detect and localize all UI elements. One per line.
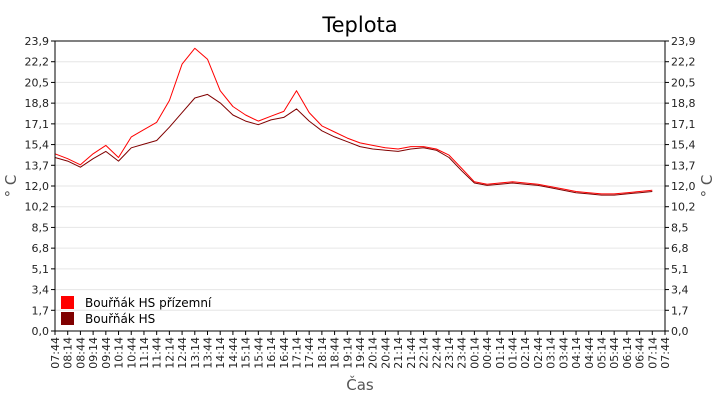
y-axis-label-left: ° C bbox=[2, 175, 20, 198]
x-tick-label: 23:44 bbox=[456, 337, 469, 369]
y-tick-label: 17,1 bbox=[25, 118, 50, 131]
chart-title: Teplota bbox=[321, 13, 397, 37]
x-tick-label: 18:44 bbox=[329, 337, 342, 369]
series-line-2 bbox=[54, 93, 653, 196]
x-tick-label: 05:44 bbox=[608, 337, 621, 369]
x-tick-label: 20:44 bbox=[379, 337, 392, 369]
x-tick-label: 02:44 bbox=[532, 337, 545, 369]
x-tick-label: 12:44 bbox=[176, 337, 189, 369]
x-tick-label: 22:14 bbox=[418, 337, 431, 369]
x-tick-label: 10:44 bbox=[125, 337, 138, 369]
y-tick-label: 6,8 bbox=[32, 242, 50, 255]
x-tick-label: 17:14 bbox=[290, 337, 303, 369]
x-tick-label: 23:14 bbox=[443, 337, 456, 369]
x-tick-label: 16:14 bbox=[265, 337, 278, 369]
x-tick-label: 03:44 bbox=[557, 337, 570, 369]
y-tick-label: 0,0 bbox=[32, 325, 50, 338]
x-tick-label: 21:14 bbox=[392, 337, 405, 369]
x-axis: 07:44 08:14 08:44 09:14 09:44 10:14 10:44 11:14… bbox=[49, 331, 672, 369]
y-tick-label: 8,5 bbox=[32, 221, 50, 234]
y-tick-label: 13,7 bbox=[25, 159, 50, 172]
legend-swatch bbox=[61, 296, 74, 309]
x-tick-label: 00:44 bbox=[481, 337, 494, 369]
x-tick-label: 11:44 bbox=[151, 337, 164, 369]
y-tick-label: 5,1 bbox=[32, 263, 50, 276]
x-tick-label: 19:14 bbox=[341, 337, 354, 369]
x-tick-label: 13:14 bbox=[189, 337, 202, 369]
y-tick-label: 22,2 bbox=[25, 56, 50, 69]
x-tick-label: 15:14 bbox=[240, 337, 253, 369]
legend: Bouřňák HS přízemní Bouřňák HS bbox=[61, 296, 212, 326]
x-tick-label: 12:14 bbox=[163, 337, 176, 369]
x-tick-label: 07:44 bbox=[49, 337, 62, 369]
x-tick-label: 04:44 bbox=[583, 337, 596, 369]
x-tick-label: 07:14 bbox=[646, 337, 659, 369]
x-tick-label: 01:44 bbox=[507, 337, 520, 369]
y-tick-label: 23,9 bbox=[25, 35, 50, 48]
y-tick-label: 20,5 bbox=[25, 76, 50, 89]
y-tick-label: 6,8 bbox=[671, 242, 689, 255]
x-tick-label: 17:44 bbox=[303, 337, 316, 369]
x-tick-label: 14:14 bbox=[214, 337, 227, 369]
x-tick-label: 05:14 bbox=[595, 337, 608, 369]
y-tick-label: 3,4 bbox=[32, 284, 50, 297]
x-tick-label: 15:44 bbox=[252, 337, 265, 369]
y-axis-left: 0,0 1,7 3,4 5,1 6,8 8,5 10,2 12,0 13,7 15,4 17,1 18… bbox=[25, 35, 55, 338]
x-tick-label: 07:44 bbox=[659, 337, 672, 369]
y-tick-label: 5,1 bbox=[671, 263, 689, 276]
y-tick-label: 1,7 bbox=[671, 304, 689, 317]
y-tick-label: 17,1 bbox=[671, 118, 696, 131]
series-line-1 bbox=[54, 47, 653, 195]
x-tick-label: 06:14 bbox=[621, 337, 634, 369]
series-lines bbox=[54, 47, 653, 196]
legend-label: Bouřňák HS přízemní bbox=[85, 296, 212, 310]
y-tick-label: 22,2 bbox=[671, 56, 696, 69]
x-tick-label: 21:44 bbox=[405, 337, 418, 369]
x-tick-label: 14:44 bbox=[227, 337, 240, 369]
x-tick-label: 16:44 bbox=[278, 337, 291, 369]
y-tick-label: 13,7 bbox=[671, 159, 696, 172]
y-tick-label: 3,4 bbox=[671, 284, 689, 297]
x-axis-label: Čas bbox=[346, 375, 374, 394]
y-tick-label: 1,7 bbox=[32, 304, 50, 317]
x-tick-label: 19:44 bbox=[354, 337, 367, 369]
y-tick-label: 0,0 bbox=[671, 325, 689, 338]
x-tick-label: 10:14 bbox=[113, 337, 126, 369]
y-tick-label: 15,4 bbox=[25, 139, 50, 152]
x-tick-label: 00:14 bbox=[468, 337, 481, 369]
x-tick-label: 03:14 bbox=[545, 337, 558, 369]
x-tick-label: 20:14 bbox=[367, 337, 380, 369]
x-tick-label: 18:14 bbox=[316, 337, 329, 369]
y-tick-label: 12,0 bbox=[671, 180, 696, 193]
x-tick-label: 02:14 bbox=[519, 337, 532, 369]
y-tick-label: 18,8 bbox=[671, 97, 696, 110]
y-axis-right: 0,0 1,7 3,4 5,1 6,8 8,5 10,2 12,0 13,7 15,4 17,1 18… bbox=[665, 35, 696, 338]
x-tick-label: 06:44 bbox=[634, 337, 647, 369]
x-tick-label: 09:14 bbox=[87, 337, 100, 369]
y-tick-label: 10,2 bbox=[25, 201, 50, 214]
x-tick-label: 13:44 bbox=[202, 337, 215, 369]
x-tick-label: 11:14 bbox=[138, 337, 151, 369]
x-tick-label: 22:44 bbox=[430, 337, 443, 369]
x-tick-label: 08:44 bbox=[74, 337, 87, 369]
y-tick-label: 12,0 bbox=[25, 180, 50, 193]
legend-label: Bouřňák HS bbox=[85, 312, 155, 326]
y-tick-label: 20,5 bbox=[671, 76, 696, 89]
legend-swatch bbox=[61, 312, 74, 325]
y-tick-label: 10,2 bbox=[671, 201, 696, 214]
x-tick-label: 09:44 bbox=[100, 337, 113, 369]
y-tick-label: 8,5 bbox=[671, 221, 689, 234]
x-tick-label: 08:14 bbox=[62, 337, 75, 369]
x-tick-label: 04:14 bbox=[570, 337, 583, 369]
y-tick-label: 18,8 bbox=[25, 97, 50, 110]
y-axis-label-right: ° C bbox=[698, 175, 716, 198]
y-tick-label: 23,9 bbox=[671, 35, 696, 48]
y-tick-label: 15,4 bbox=[671, 139, 696, 152]
x-tick-label: 01:14 bbox=[494, 337, 507, 369]
